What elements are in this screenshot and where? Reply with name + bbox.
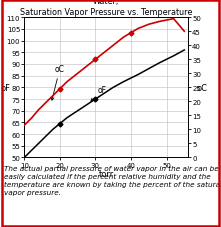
Y-axis label: oF: oF <box>0 84 10 92</box>
Title: Water,
Saturation Vapor Pressure vs. Temperature: Water, Saturation Vapor Pressure vs. Tem… <box>20 0 192 17</box>
Text: oF: oF <box>91 86 107 102</box>
Y-axis label: oC: oC <box>197 84 208 92</box>
Text: oC: oC <box>51 65 65 101</box>
Text: The actual partial pressure of water vapor in the air can be
easily calculated i: The actual partial pressure of water vap… <box>4 165 221 195</box>
X-axis label: torr: torr <box>98 169 114 178</box>
